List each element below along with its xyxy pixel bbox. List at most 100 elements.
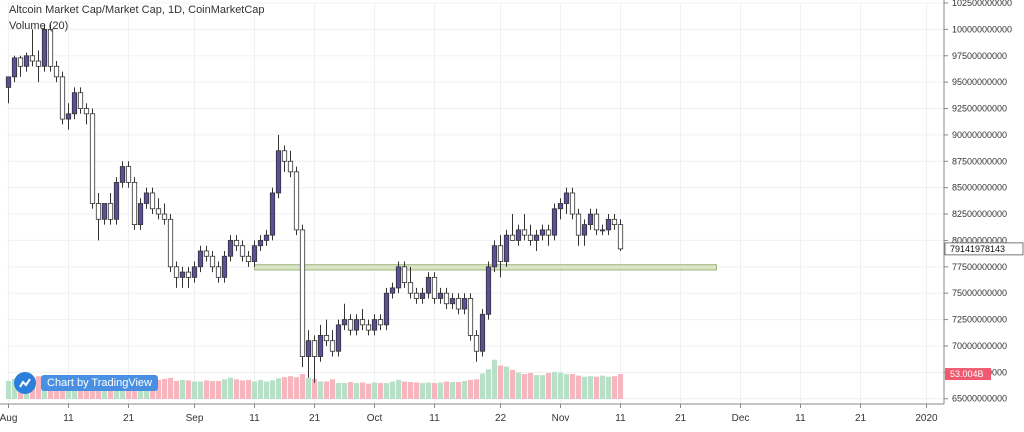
candle-up[interactable] bbox=[191, 266, 198, 278]
candle-up[interactable] bbox=[71, 92, 78, 115]
candle-down[interactable] bbox=[521, 229, 528, 236]
candle-up[interactable] bbox=[263, 234, 270, 241]
candle-down[interactable] bbox=[311, 340, 318, 357]
candle-down[interactable] bbox=[47, 28, 54, 67]
candle-up[interactable] bbox=[317, 335, 324, 357]
candle-up[interactable] bbox=[113, 181, 120, 220]
candle-down[interactable] bbox=[281, 150, 288, 162]
candle-down[interactable] bbox=[287, 160, 294, 173]
candle-down[interactable] bbox=[215, 266, 222, 278]
candle-up[interactable] bbox=[335, 324, 342, 352]
candle-up[interactable] bbox=[437, 292, 444, 299]
candle-down[interactable] bbox=[29, 55, 36, 62]
candle-up[interactable] bbox=[275, 150, 282, 194]
candle-up[interactable] bbox=[221, 255, 228, 278]
candle-up[interactable] bbox=[65, 113, 72, 120]
candle-down[interactable] bbox=[611, 218, 618, 226]
candle-down[interactable] bbox=[545, 229, 552, 236]
candle-down[interactable] bbox=[359, 319, 366, 326]
candle-up[interactable] bbox=[41, 28, 48, 67]
candle-up[interactable] bbox=[419, 292, 426, 299]
candle-down[interactable] bbox=[209, 255, 216, 268]
candle-down[interactable] bbox=[125, 166, 132, 183]
candle-down[interactable] bbox=[59, 76, 66, 120]
candle-down[interactable] bbox=[407, 282, 414, 294]
candle-up[interactable] bbox=[251, 245, 258, 262]
candle-down[interactable] bbox=[365, 324, 372, 331]
candle-up[interactable] bbox=[491, 245, 498, 268]
candle-down[interactable] bbox=[575, 213, 582, 236]
candle-down[interactable] bbox=[527, 234, 534, 241]
candle-up[interactable] bbox=[551, 208, 558, 236]
candle-up[interactable] bbox=[389, 287, 396, 294]
candle-up[interactable] bbox=[503, 234, 510, 262]
candle-down[interactable] bbox=[509, 234, 516, 241]
candle-up[interactable] bbox=[395, 266, 402, 289]
candle-down[interactable] bbox=[443, 292, 450, 305]
candle-down[interactable] bbox=[239, 245, 246, 257]
candle-up[interactable] bbox=[227, 240, 234, 257]
candle-down[interactable] bbox=[155, 208, 162, 215]
candle-down[interactable] bbox=[377, 319, 384, 326]
candle-up[interactable] bbox=[533, 234, 540, 241]
candle-up[interactable] bbox=[119, 166, 126, 183]
candle-down[interactable] bbox=[497, 245, 504, 262]
candle-up[interactable] bbox=[485, 266, 492, 315]
candle-up[interactable] bbox=[353, 319, 360, 331]
candle-up[interactable] bbox=[425, 276, 432, 294]
candle-down[interactable] bbox=[203, 250, 210, 257]
candle-down[interactable] bbox=[569, 192, 576, 215]
candle-down[interactable] bbox=[473, 335, 480, 352]
candle-up[interactable] bbox=[449, 298, 456, 305]
candle-down[interactable] bbox=[401, 266, 408, 284]
candle-down[interactable] bbox=[107, 203, 114, 220]
candle-down[interactable] bbox=[617, 224, 624, 250]
candle-down[interactable] bbox=[53, 65, 60, 78]
candle-up[interactable] bbox=[23, 55, 30, 67]
candle-down[interactable] bbox=[83, 108, 90, 115]
candle-down[interactable] bbox=[167, 218, 174, 268]
candle-down[interactable] bbox=[455, 298, 462, 310]
tradingview-badge[interactable]: Chart by TradingView bbox=[14, 369, 158, 397]
candle-down[interactable] bbox=[185, 271, 192, 278]
candle-down[interactable] bbox=[431, 276, 438, 299]
candle-up[interactable] bbox=[179, 271, 186, 278]
candle-up[interactable] bbox=[143, 192, 150, 204]
candle-down[interactable] bbox=[467, 298, 474, 336]
candle-up[interactable] bbox=[269, 192, 276, 236]
candle-up[interactable] bbox=[599, 229, 606, 232]
candle-down[interactable] bbox=[593, 213, 600, 231]
candle-down[interactable] bbox=[77, 92, 84, 109]
candle-down[interactable] bbox=[347, 319, 354, 331]
candle-up[interactable] bbox=[371, 319, 378, 331]
candle-up[interactable] bbox=[539, 229, 546, 236]
candle-down[interactable] bbox=[17, 57, 24, 67]
candle-up[interactable] bbox=[563, 192, 570, 204]
candle-up[interactable] bbox=[137, 203, 144, 226]
support-zone-rect[interactable] bbox=[254, 264, 717, 271]
candle-up[interactable] bbox=[557, 203, 564, 210]
candle-down[interactable] bbox=[35, 60, 42, 67]
candle-up[interactable] bbox=[11, 57, 18, 78]
candle-up[interactable] bbox=[305, 340, 312, 357]
candle-down[interactable] bbox=[413, 292, 420, 299]
candle-up[interactable] bbox=[257, 240, 264, 247]
candle-up[interactable] bbox=[341, 319, 348, 326]
candle-down[interactable] bbox=[323, 335, 330, 342]
candle-down[interactable] bbox=[233, 240, 240, 247]
candle-down[interactable] bbox=[245, 255, 252, 262]
candle-up[interactable] bbox=[587, 213, 594, 226]
candle-up[interactable] bbox=[581, 224, 588, 236]
candle-up[interactable] bbox=[461, 298, 468, 310]
candle-down[interactable] bbox=[131, 181, 138, 226]
candle-up[interactable] bbox=[197, 250, 204, 268]
candle-up[interactable] bbox=[383, 292, 390, 326]
candle-up[interactable] bbox=[5, 76, 12, 88]
candle-down[interactable] bbox=[173, 266, 180, 278]
candle-down[interactable] bbox=[293, 171, 300, 231]
candle-up[interactable] bbox=[605, 218, 612, 231]
candle-down[interactable] bbox=[299, 229, 306, 357]
candle-down[interactable] bbox=[161, 213, 168, 220]
candle-down[interactable] bbox=[95, 203, 102, 220]
